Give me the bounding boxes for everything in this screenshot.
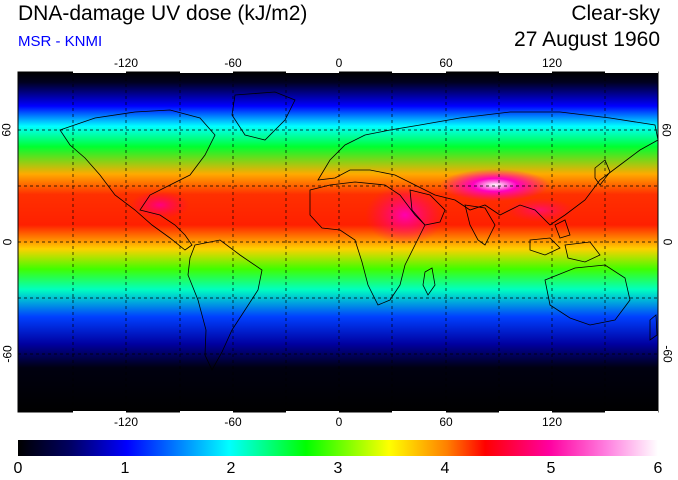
lat-tick-left: 0 — [0, 238, 15, 246]
lat-tick-left: 60 — [0, 123, 14, 137]
sky-condition-label: Clear-sky — [571, 2, 660, 25]
lon-tick-bottom: 120 — [541, 415, 563, 429]
colorbar-label: 3 — [333, 460, 343, 477]
colorbar-label: 6 — [653, 460, 663, 477]
lon-tick-top: -60 — [224, 56, 242, 70]
hotspot-asia — [440, 169, 550, 201]
lat-tick-right: 60 — [659, 123, 674, 137]
colorbar-label: 0 — [13, 460, 23, 477]
lon-tick-bottom: -120 — [113, 415, 139, 429]
lat-tick-left: -60 — [0, 345, 15, 363]
colorbar-label: 1 — [120, 460, 130, 477]
source-label: MSR - KNMI — [18, 33, 103, 50]
colorbar — [18, 440, 658, 456]
lat-tick-right: -60 — [660, 345, 675, 363]
map-title: DNA-damage UV dose (kJ/m2) — [18, 2, 308, 25]
colorbar-label: 2 — [226, 460, 236, 477]
lon-tick-top: 120 — [541, 56, 563, 70]
coastlines — [59, 91, 658, 371]
graticule — [18, 72, 658, 412]
hotspot-africa — [365, 185, 445, 245]
lon-tick-bottom: 0 — [335, 415, 343, 429]
lon-tick-top: 0 — [335, 56, 343, 70]
colorbar-label: 4 — [440, 460, 450, 477]
date-label: 27 August 1960 — [514, 28, 660, 51]
lon-tick-bottom: 60 — [439, 415, 453, 429]
hotspot-america — [130, 191, 190, 219]
lon-tick-bottom: -60 — [224, 415, 242, 429]
lat-tick-right: 0 — [660, 238, 675, 246]
colorbar-label: 5 — [546, 460, 556, 477]
lon-tick-top: -120 — [113, 56, 139, 70]
lon-tick-top: 60 — [439, 56, 453, 70]
frame-ticks — [73, 70, 658, 414]
